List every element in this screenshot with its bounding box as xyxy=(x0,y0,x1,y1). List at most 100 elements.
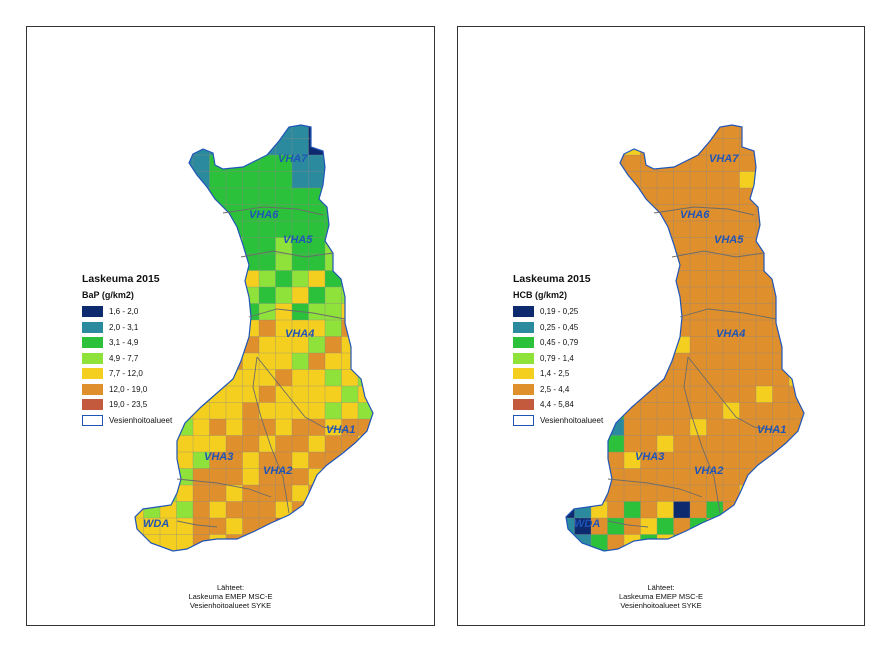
map-grid-cell xyxy=(275,155,293,172)
legend-swatch xyxy=(513,306,534,318)
region-label: VHA4 xyxy=(716,328,745,340)
map-grid-cell xyxy=(574,171,592,189)
map-grid-cell xyxy=(739,534,757,551)
map-grid-cell xyxy=(624,204,641,222)
map-grid-cell xyxy=(624,501,641,519)
map-grid-cell xyxy=(143,254,161,271)
map-grid-cell xyxy=(566,125,575,139)
map-grid-cell xyxy=(739,468,757,486)
source-line: Laskeuma EMEP MSC-E xyxy=(618,592,704,601)
map-grid-cell xyxy=(358,221,373,238)
map-grid-cell xyxy=(358,155,373,172)
map-grid-cell xyxy=(226,419,243,436)
legend-swatch xyxy=(513,383,534,395)
legend-swatch xyxy=(513,321,534,333)
map-grid-cell xyxy=(756,336,773,354)
map-grid-cell xyxy=(657,419,674,436)
map-grid-cell xyxy=(624,188,641,205)
map-grid-cell xyxy=(259,435,276,453)
map-grid-cell xyxy=(325,402,342,420)
map-grid-cell xyxy=(358,452,373,469)
map-grid-cell xyxy=(193,468,210,486)
map-grid-cell xyxy=(657,138,674,156)
legend-title: Laskeuma 2015 xyxy=(513,273,591,285)
legend-class-label: 0,79 - 1,4 xyxy=(540,353,574,363)
map-grid-cell xyxy=(242,386,260,403)
map-grid-cell xyxy=(673,534,691,551)
map-grid-cell xyxy=(308,254,326,271)
map-grid-cell xyxy=(160,468,177,486)
map-grid-cell xyxy=(160,188,177,205)
map-grid-cell xyxy=(275,468,293,486)
map-grid-cell xyxy=(690,485,707,502)
region-label: VHA3 xyxy=(204,451,233,463)
map-grid-cell xyxy=(275,419,293,436)
region-label: VHA7 xyxy=(709,153,739,165)
map-grid-cell xyxy=(574,237,592,255)
map-grid-cell xyxy=(176,237,194,255)
map-grid-cell xyxy=(275,501,293,519)
map-grid-cell xyxy=(308,155,326,172)
hcb-legend: Laskeuma 2015 HCB (g/km2) 0,19 - 0,25 0,2… xyxy=(513,273,663,428)
map-grid-cell xyxy=(242,419,260,436)
map-grid-cell xyxy=(292,320,309,337)
map-grid-cell xyxy=(690,534,707,551)
map-grid-cell xyxy=(690,287,707,304)
map-grid-cell xyxy=(176,171,194,189)
map-grid-cell xyxy=(226,435,243,453)
map-grid-cell xyxy=(673,402,691,420)
map-grid-cell xyxy=(706,534,724,551)
map-grid-cell xyxy=(772,452,790,469)
map-grid-cell xyxy=(739,303,757,321)
map-grid-cell xyxy=(706,171,724,189)
map-grid-cell xyxy=(789,336,804,354)
map-grid-cell xyxy=(657,171,674,189)
map-grid-cell xyxy=(325,138,342,156)
map-grid-cell xyxy=(308,237,326,255)
map-grid-cell xyxy=(706,353,724,370)
map-grid-cell xyxy=(160,435,177,453)
map-grid-cell xyxy=(756,188,773,205)
map-grid-cell xyxy=(358,204,373,222)
map-grid-cell xyxy=(657,485,674,502)
map-grid-cell xyxy=(706,468,724,486)
map-grid-cell xyxy=(772,402,790,420)
legend-swatch xyxy=(82,399,103,411)
map-grid-cell xyxy=(739,419,757,436)
region-label: VHA4 xyxy=(285,328,314,340)
map-grid-cell xyxy=(723,138,740,156)
map-grid-cell xyxy=(772,369,790,387)
map-grid-cell xyxy=(341,435,359,453)
legend-class-row: 4,9 - 7,7 xyxy=(82,351,232,367)
map-grid-cell xyxy=(325,336,342,354)
map-grid-cell xyxy=(308,353,326,370)
map-grid-cell xyxy=(308,419,326,436)
source-line: Laskeuma EMEP MSC-E xyxy=(188,592,273,601)
legend-classes: 1,6 - 2,0 2,0 - 3,1 3,1 - 4,9 4,9 - 7,7 7,7 … xyxy=(82,304,232,413)
map-grid-cell xyxy=(690,435,707,453)
map-grid-cell xyxy=(673,204,691,222)
map-grid-cell xyxy=(341,353,359,370)
map-grid-cell xyxy=(325,485,342,502)
map-grid-cell xyxy=(259,386,276,403)
map-grid-cell xyxy=(275,221,293,238)
map-grid-cell xyxy=(226,386,243,403)
map-grid-cell xyxy=(723,534,740,551)
region-label: VHA7 xyxy=(278,153,308,165)
legend-class-row: 3,1 - 4,9 xyxy=(82,335,232,351)
map-grid-cell xyxy=(756,402,773,420)
map-grid-cell xyxy=(673,419,691,436)
legend-class-label: 4,9 - 7,7 xyxy=(109,353,139,363)
map-grid-cell xyxy=(772,237,790,255)
map-grid-cell xyxy=(308,534,326,551)
map-grid-cell xyxy=(739,452,757,469)
map-grid-cell xyxy=(259,270,276,288)
map-grid-cell xyxy=(259,287,276,304)
map-grid-cell xyxy=(673,386,691,403)
map-grid-cell xyxy=(135,138,144,156)
map-grid-cell xyxy=(358,419,373,436)
map-grid-cell xyxy=(308,369,326,387)
map-grid-cell xyxy=(160,518,177,535)
map-grid-cell xyxy=(135,452,144,469)
legend-class-label: 4,4 - 5,84 xyxy=(540,400,574,410)
